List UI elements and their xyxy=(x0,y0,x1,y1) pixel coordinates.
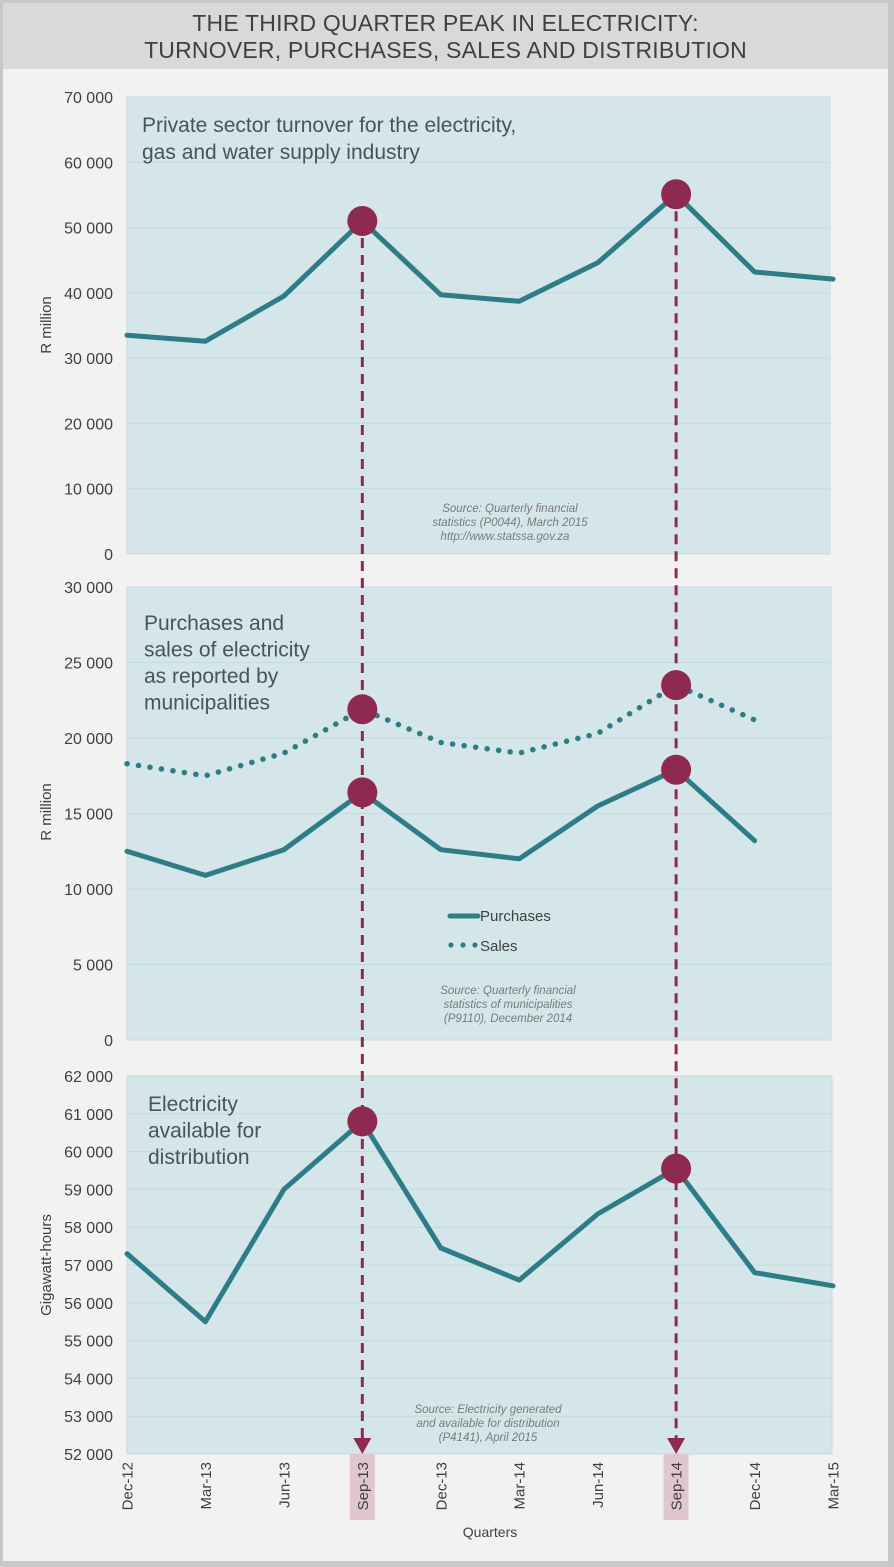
x-tick-label: Mar-15 xyxy=(826,1462,843,1510)
panel-title-line: distribution xyxy=(148,1146,250,1169)
y-tick-label: 30 000 xyxy=(64,580,113,597)
y-tick-label: 10 000 xyxy=(64,882,113,899)
y-tick-label: 60 000 xyxy=(64,1145,113,1162)
y-tick-label: 54 000 xyxy=(64,1371,113,1388)
peak-highlight-marker xyxy=(661,1153,692,1184)
y-tick-label: 0 xyxy=(104,547,113,564)
peak-highlight-marker xyxy=(347,206,378,237)
y-tick-label: 5 000 xyxy=(73,958,113,975)
y-tick-label: 20 000 xyxy=(64,731,113,748)
y-tick-label: 70 000 xyxy=(64,90,113,107)
x-tick-label: Sep-14 xyxy=(669,1462,686,1510)
y-tick-label: 10 000 xyxy=(64,482,113,499)
y-tick-label: 53 000 xyxy=(64,1409,113,1426)
y-axis-label: R million xyxy=(38,296,55,354)
panel-title-line: Electricity xyxy=(148,1093,238,1116)
legend-swatch-sales-dot xyxy=(460,942,466,948)
y-tick-label: 0 xyxy=(104,1033,113,1050)
x-tick-label: Dec-12 xyxy=(120,1462,137,1510)
x-axis-label: Quarters xyxy=(463,1524,517,1540)
y-tick-label: 58 000 xyxy=(64,1220,113,1237)
y-tick-label: 56 000 xyxy=(64,1296,113,1313)
y-tick-label: 50 000 xyxy=(64,221,113,238)
x-tick-label: Jun-13 xyxy=(276,1462,293,1508)
legend-swatch-sales-dot xyxy=(448,942,454,948)
y-axis-label: R million xyxy=(38,783,55,841)
x-tick-label: Dec-13 xyxy=(433,1462,450,1510)
source-note-line: (P9110), December 2014 xyxy=(444,1013,572,1025)
source-note-line: Source: Quarterly financial xyxy=(440,985,576,997)
x-tick-label: Jun-14 xyxy=(590,1462,607,1508)
legend: Purchases Sales xyxy=(447,908,551,955)
panel-title-line: Purchases and xyxy=(144,612,284,635)
plot-area xyxy=(126,96,831,555)
source-note-line: Source: Quarterly financial xyxy=(442,503,578,515)
source-note-line: (P4141), April 2015 xyxy=(439,1432,538,1444)
series-line-electricity-available xyxy=(124,1118,836,1325)
source-note-line: statistics of municipalities xyxy=(443,999,572,1011)
legend-label-purchases: Purchases xyxy=(480,908,551,925)
peak-highlight-marker xyxy=(347,1106,378,1137)
y-tick-label: 57 000 xyxy=(64,1258,113,1275)
arrow-head-icon xyxy=(667,1438,686,1454)
panel-1: 0 10 000 20 000 30 000 40 000 50 000 60 000 70 … xyxy=(38,90,836,564)
x-tick-label: Mar-13 xyxy=(198,1462,215,1510)
arrow-head-icon xyxy=(353,1438,372,1454)
highlight-overlay-layer xyxy=(347,179,692,1454)
y-tick-label: 25 000 xyxy=(64,656,113,673)
peak-highlight-marker xyxy=(347,694,378,725)
series-line-turnover xyxy=(124,191,836,344)
x-tick-label: Mar-14 xyxy=(512,1462,529,1510)
panel-3: 52 000 53 000 54 000 55 000 56 000 57 000 58 0… xyxy=(38,1069,843,1540)
source-note-line: Source: Electricity generated xyxy=(414,1404,562,1416)
highlighted-category-band xyxy=(663,1454,689,1520)
title-bar: THE THIRD QUARTER PEAK IN ELECTRICITY: T… xyxy=(3,3,888,69)
y-tick-label: 55 000 xyxy=(64,1334,113,1351)
y-tick-label: 40 000 xyxy=(64,286,113,303)
y-tick-label: 61 000 xyxy=(64,1107,113,1124)
peak-highlight-marker xyxy=(661,179,692,210)
source-note-line: and available for distribution xyxy=(416,1418,559,1430)
source-note-line: http://www.statssa.gov.za xyxy=(441,531,570,543)
panel-2: 0 5 000 10 000 15 000 20 000 25 000 30 000 R mi… xyxy=(38,580,832,1050)
y-tick-label: 62 000 xyxy=(64,1069,113,1086)
panel-title-line: Private sector turnover for the electric… xyxy=(142,114,516,137)
panel-title-line: sales of electricity xyxy=(144,639,310,662)
y-axis-label: Gigawatt-hours xyxy=(38,1214,55,1316)
legend-label-sales: Sales xyxy=(480,938,518,955)
highlighted-category-band xyxy=(349,1454,375,1520)
panel-title-line: municipalities xyxy=(144,692,270,715)
x-tick-label: Dec-14 xyxy=(747,1462,764,1510)
panel-title-line: gas and water supply industry xyxy=(142,141,420,164)
panel-title-line: available for xyxy=(148,1120,261,1143)
peak-highlight-marker xyxy=(347,777,378,808)
source-note-line: statistics (P0044), March 2015 xyxy=(432,517,588,529)
y-tick-label: 59 000 xyxy=(64,1182,113,1199)
y-tick-label: 15 000 xyxy=(64,807,113,824)
y-tick-label: 30 000 xyxy=(64,351,113,368)
y-tick-label: 20 000 xyxy=(64,416,113,433)
legend-swatch-sales-dot xyxy=(472,942,478,948)
peak-highlight-marker xyxy=(661,670,692,701)
peak-highlight-marker xyxy=(661,754,692,785)
panels-layer: 0 10 000 20 000 30 000 40 000 50 000 60 000 70 … xyxy=(38,90,843,1540)
y-tick-label: 60 000 xyxy=(64,155,113,172)
title-line-2: TURNOVER, PURCHASES, SALES AND DISTRIBUT… xyxy=(144,37,747,63)
title-line-1: THE THIRD QUARTER PEAK IN ELECTRICITY: xyxy=(192,10,699,36)
y-tick-label: 52 000 xyxy=(64,1447,113,1464)
panel-title-line: as reported by xyxy=(144,665,279,688)
x-tick-label: Sep-13 xyxy=(355,1462,372,1510)
